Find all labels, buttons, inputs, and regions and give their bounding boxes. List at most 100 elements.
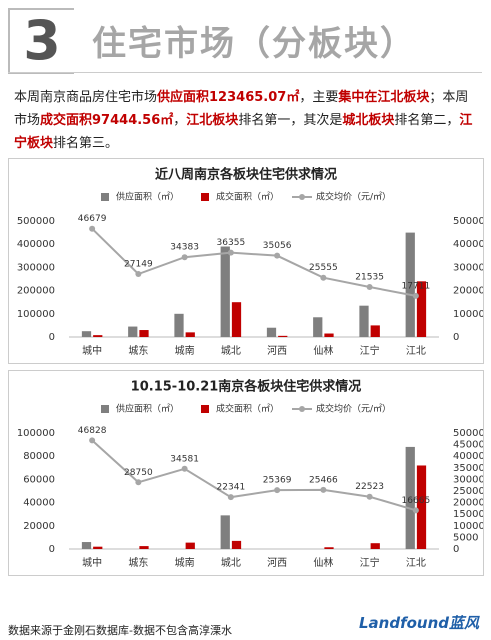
- price-point: [412, 507, 419, 514]
- y-tick-label: 80000: [23, 451, 55, 462]
- bar: [81, 331, 92, 337]
- bar: [416, 281, 427, 337]
- y-tick-label: 400000: [17, 239, 55, 250]
- bar: [405, 446, 415, 549]
- bar: [266, 327, 277, 337]
- bar: [128, 326, 138, 337]
- source-note: 数据来源于金刚石数据库-数据不包含高淳溧水: [8, 624, 232, 637]
- data-label: 46828: [78, 426, 107, 436]
- chart-title: 10.15-10.21南京各板块住宅供求情况: [131, 379, 362, 395]
- data-label: 17711: [402, 281, 431, 291]
- x-tick-label: 仙林: [313, 556, 333, 569]
- intro-text: 城北板块: [342, 113, 395, 128]
- price-point: [227, 494, 234, 501]
- y2-tick-label: 20000: [453, 286, 483, 297]
- bar: [139, 330, 149, 337]
- bar: [324, 333, 334, 337]
- bar: [81, 542, 92, 549]
- x-tick-label: 江宁: [360, 556, 380, 569]
- y2-tick-label: 5000: [453, 532, 478, 543]
- price-point: [274, 487, 281, 494]
- y2-tick-label: 10000: [453, 521, 483, 532]
- x-tick-label: 江北: [406, 557, 426, 569]
- legend-swatch: [299, 194, 305, 200]
- y2-tick-label: 0: [453, 544, 459, 555]
- data-label: 25555: [309, 263, 338, 273]
- y2-tick-label: 30000: [453, 262, 483, 273]
- bar: [185, 332, 195, 337]
- legend-swatch: [101, 405, 109, 413]
- bar: [278, 335, 288, 337]
- bar: [185, 542, 195, 549]
- price-point: [274, 252, 281, 259]
- data-label: 22523: [355, 482, 384, 492]
- price-point: [135, 479, 142, 486]
- legend-label: 供应面积（㎡）: [116, 403, 179, 415]
- x-tick-label: 河西: [267, 557, 287, 569]
- y-tick-label: 0: [49, 332, 55, 343]
- legend-swatch: [101, 193, 109, 201]
- x-tick-label: 城南: [175, 344, 195, 357]
- price-point: [135, 271, 142, 278]
- data-label: 34383: [170, 243, 199, 253]
- data-label: 22341: [217, 483, 246, 493]
- y-tick-label: 200000: [17, 286, 55, 297]
- price-point: [366, 493, 373, 500]
- y-tick-label: 100000: [17, 309, 55, 320]
- bar: [93, 546, 103, 549]
- logo: Landfound蓝风: [358, 614, 479, 632]
- legend-swatch: [201, 193, 209, 201]
- x-tick-label: 城北: [221, 557, 241, 569]
- y2-tick-label: 40000: [453, 239, 483, 250]
- intro-text: 排名第三。: [53, 136, 119, 151]
- y-tick-label: 20000: [23, 521, 55, 532]
- intro-text: 排名第二，: [394, 113, 460, 128]
- price-point: [227, 249, 234, 256]
- x-tick-label: 城东: [128, 344, 148, 357]
- x-tick-label: 城东: [128, 556, 148, 569]
- price-line: [91, 227, 417, 297]
- price-point: [181, 254, 188, 261]
- bar: [359, 305, 369, 337]
- y2-tick-label: 30000: [453, 474, 483, 485]
- intro-text: 供应面积123465.07㎡: [157, 90, 300, 105]
- price-point: [320, 486, 327, 493]
- intro-text: 排名第一，其次是: [238, 113, 343, 128]
- bar: [405, 232, 415, 337]
- intro-paragraph: 本周南京商品房住宅市场供应面积123465.07㎡，主要集中在江北板块；本周市场…: [14, 86, 480, 155]
- x-tick-label: 河西: [267, 345, 287, 357]
- legend-label: 成交均价（元/㎡）: [316, 403, 391, 415]
- section-number: 3: [8, 8, 74, 74]
- data-label: 46679: [78, 214, 107, 224]
- y2-tick-label: 50000: [453, 216, 483, 227]
- bar: [174, 313, 184, 337]
- x-tick-label: 城中: [82, 556, 102, 569]
- x-tick-label: 江北: [406, 345, 426, 357]
- y2-tick-label: 20000: [453, 498, 483, 509]
- y-tick-label: 60000: [23, 474, 55, 485]
- bar: [93, 335, 103, 337]
- y2-tick-label: 15000: [453, 509, 483, 520]
- chart-panel: 10.15-10.21南京各板块住宅供求情况 供应面积（㎡） 成交面积（㎡） 成交均价…: [8, 370, 485, 576]
- price-point: [181, 465, 188, 472]
- x-tick-label: 城北: [221, 345, 241, 357]
- y-tick-label: 300000: [17, 262, 55, 273]
- y2-tick-label: 10000: [453, 309, 483, 320]
- y-tick-label: 500000: [17, 216, 55, 227]
- data-label: 16665: [402, 496, 431, 506]
- bar: [220, 246, 230, 337]
- y2-tick-label: 25000: [453, 486, 483, 497]
- intro-text: ，: [173, 113, 187, 128]
- intro-text: 本周南京商品房住宅市场: [14, 90, 158, 105]
- price-point: [320, 274, 327, 281]
- price-point: [89, 437, 96, 444]
- legend-label: 成交面积（㎡）: [216, 191, 279, 203]
- intro-text: ，主要: [299, 90, 339, 105]
- intro-text: ；本周市场: [14, 90, 469, 128]
- section-title: 住宅市场（分板块）: [92, 24, 416, 64]
- price-point: [366, 284, 373, 291]
- intro-text: 江宁板块: [14, 113, 473, 151]
- bar: [139, 546, 149, 549]
